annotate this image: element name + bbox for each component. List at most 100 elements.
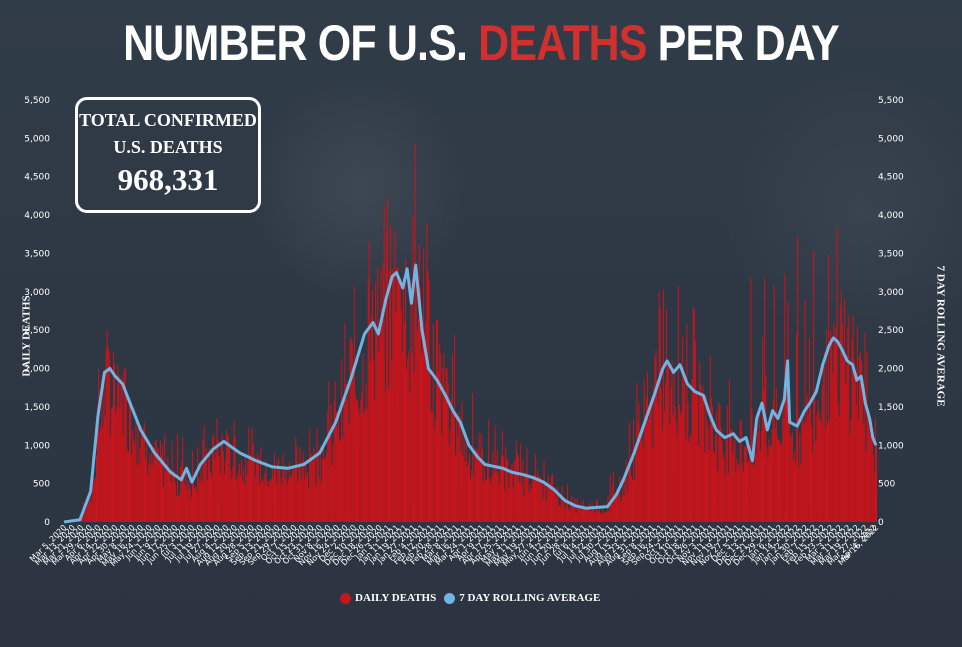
daily-deaths-bar: [846, 364, 848, 522]
daily-deaths-bar: [457, 437, 459, 522]
daily-deaths-bar: [216, 418, 218, 522]
y-tick-left: 5,500: [24, 96, 50, 106]
daily-deaths-bar: [249, 454, 251, 522]
daily-deaths-bar: [173, 470, 175, 522]
daily-deaths-bar: [113, 352, 115, 522]
daily-deaths-bar: [212, 436, 214, 522]
daily-deaths-bar: [682, 336, 684, 522]
daily-deaths-bar: [313, 446, 315, 522]
daily-deaths-bar: [487, 462, 489, 522]
daily-deaths-bar: [833, 323, 835, 522]
daily-deaths-bar: [733, 441, 735, 522]
daily-deaths-bar: [141, 435, 143, 522]
daily-deaths-bar: [428, 279, 430, 522]
daily-deaths-bar: [610, 502, 612, 522]
daily-deaths-bar: [293, 470, 295, 522]
daily-deaths-bar: [440, 353, 442, 522]
daily-deaths-bar: [603, 512, 605, 522]
daily-deaths-bar: [332, 444, 334, 522]
daily-deaths-bar: [99, 431, 101, 522]
daily-deaths-bar: [803, 424, 805, 522]
daily-deaths-bar: [150, 464, 152, 522]
daily-deaths-bar: [320, 481, 322, 522]
daily-deaths-bar: [750, 278, 752, 522]
daily-deaths-bar: [751, 408, 753, 522]
daily-deaths-bar: [774, 427, 776, 522]
daily-deaths-bar: [747, 462, 749, 522]
daily-deaths-bar: [509, 469, 511, 522]
daily-deaths-bar: [384, 390, 386, 522]
daily-deaths-bar: [467, 461, 469, 522]
daily-deaths-bar: [740, 419, 742, 522]
daily-deaths-bar: [250, 457, 252, 522]
daily-deaths-bar: [179, 493, 181, 522]
daily-deaths-bar: [223, 473, 225, 522]
daily-deaths-bar: [500, 454, 502, 522]
daily-deaths-bar: [661, 430, 663, 522]
daily-deaths-bar: [255, 459, 257, 522]
daily-deaths-bar: [314, 454, 316, 522]
y-tick-left: 4,500: [24, 173, 50, 183]
daily-deaths-bar: [168, 467, 170, 522]
title-prefix: NUMBER OF U.S.: [123, 15, 468, 71]
daily-deaths-bar: [695, 390, 697, 522]
daily-deaths-bar: [678, 404, 680, 522]
daily-deaths-bar: [742, 471, 744, 522]
daily-deaths-bar: [423, 249, 425, 523]
daily-deaths-bar: [680, 411, 683, 522]
daily-deaths-bar: [834, 337, 836, 522]
daily-deaths-bar: [413, 372, 415, 522]
daily-deaths-bar: [505, 447, 507, 522]
daily-deaths-bar: [812, 453, 814, 522]
y-tick-left: 0: [44, 518, 50, 528]
daily-deaths-bar: [756, 426, 758, 522]
daily-deaths-bar: [308, 488, 310, 522]
y-tick-left: 1,000: [24, 441, 50, 451]
daily-deaths-bar: [355, 400, 358, 522]
daily-deaths-bar: [773, 285, 775, 522]
daily-deaths-bar: [588, 507, 590, 522]
daily-deaths-bar: [398, 277, 400, 522]
daily-deaths-bar: [544, 484, 546, 522]
daily-deaths-bar: [287, 479, 289, 522]
daily-deaths-bar: [578, 509, 580, 522]
daily-deaths-bar: [135, 413, 137, 522]
daily-deaths-bar: [130, 399, 132, 522]
daily-deaths-bar: [789, 434, 791, 522]
daily-deaths-bar: [867, 412, 869, 522]
daily-deaths-bar: [401, 351, 403, 522]
daily-deaths-bar: [466, 465, 468, 522]
daily-deaths-bar: [181, 460, 183, 522]
daily-deaths-bar: [217, 439, 219, 522]
daily-deaths-bar: [393, 271, 395, 522]
daily-deaths-bar: [806, 395, 808, 522]
daily-deaths-bar: [399, 280, 401, 522]
daily-deaths-bar: [767, 457, 769, 522]
daily-deaths-bar: [415, 263, 417, 522]
daily-deaths-bar: [738, 465, 740, 522]
daily-deaths-bar: [391, 360, 393, 522]
daily-deaths-bar: [235, 480, 237, 522]
daily-deaths-bar: [89, 493, 91, 522]
daily-deaths-bar: [419, 288, 421, 522]
daily-deaths-bar: [709, 355, 711, 522]
y-tick-right: 1,000: [878, 441, 904, 451]
daily-deaths-bar: [537, 470, 539, 522]
daily-deaths-bar: [777, 439, 780, 522]
total-deaths-value: 968,331: [117, 162, 219, 197]
daily-deaths-bar: [129, 399, 131, 522]
daily-deaths-bar: [140, 433, 142, 522]
daily-deaths-bar: [351, 342, 353, 522]
daily-deaths-bar: [630, 476, 632, 522]
daily-deaths-bar: [727, 473, 729, 522]
daily-deaths-bar: [838, 417, 840, 522]
daily-deaths-bar: [594, 512, 596, 522]
legend-daily-swatch-icon: [340, 592, 351, 604]
daily-deaths-bar: [432, 323, 434, 522]
daily-deaths-bar: [670, 387, 672, 522]
daily-deaths-bar: [122, 434, 124, 522]
daily-deaths-bar: [126, 449, 128, 522]
daily-deaths-bar: [190, 497, 192, 522]
daily-deaths-bar: [317, 454, 319, 522]
daily-deaths-bar: [538, 475, 540, 522]
